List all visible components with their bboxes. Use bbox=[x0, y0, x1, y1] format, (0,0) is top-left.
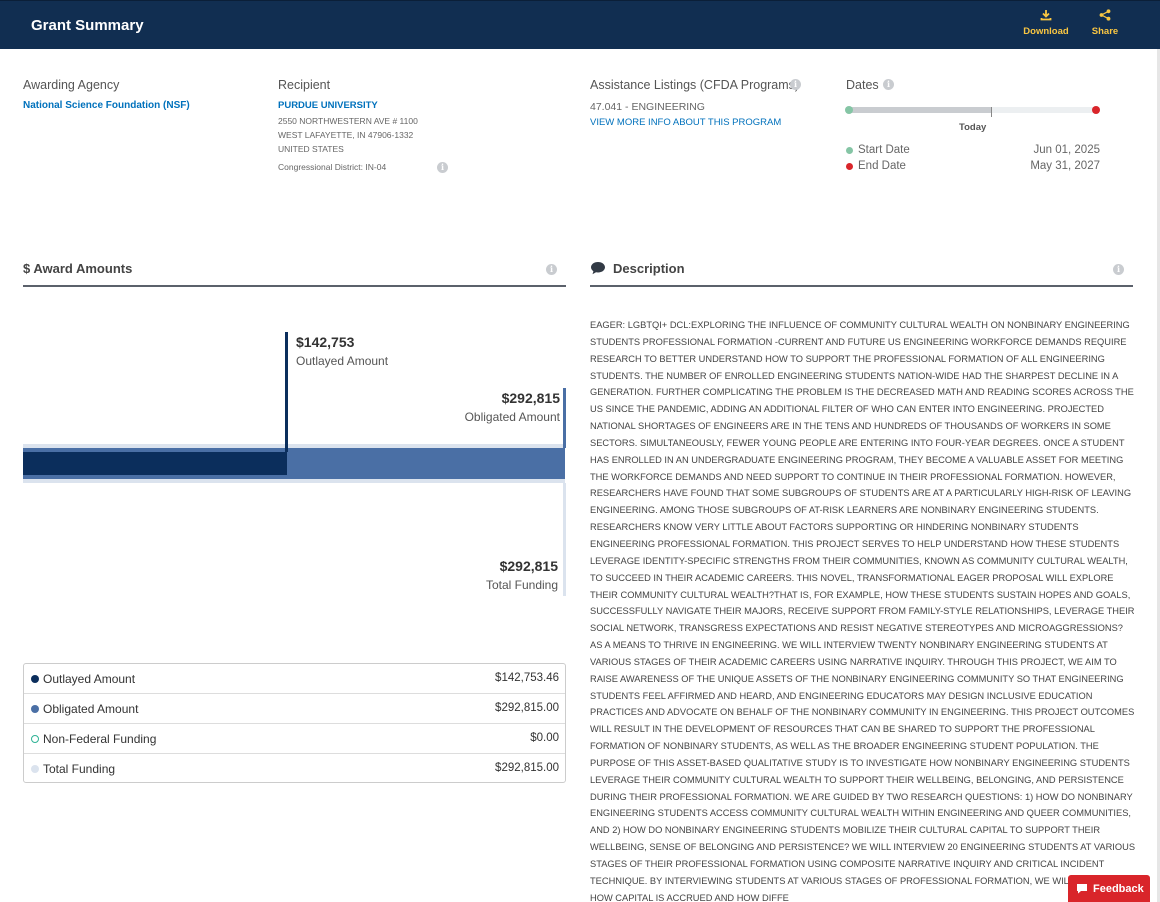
legend-swatch bbox=[31, 675, 39, 683]
awarding-agency-label: Awarding Agency bbox=[23, 78, 120, 92]
outlayed-amount-label: Outlayed Amount bbox=[296, 354, 389, 368]
page-title: Grant Summary bbox=[31, 17, 144, 34]
start-date-dot bbox=[846, 147, 853, 154]
legend-value: $0.00 bbox=[530, 732, 559, 744]
legend-row-non-federal[interactable]: Non-Federal Funding $0.00 bbox=[24, 724, 565, 754]
timeline-start-marker bbox=[845, 106, 853, 114]
info-icon[interactable]: i bbox=[546, 264, 557, 275]
feedback-button[interactable]: Feedback bbox=[1068, 875, 1150, 902]
info-icon[interactable]: i bbox=[883, 79, 894, 90]
download-icon bbox=[1040, 10, 1052, 21]
chat-icon bbox=[1077, 884, 1087, 894]
description-text: EAGER: LGBTQI+ DCL:EXPLORING THE INFLUEN… bbox=[590, 320, 1135, 902]
outlayed-amount-bar[interactable] bbox=[23, 452, 287, 475]
total-funding-label: Total Funding bbox=[485, 578, 558, 592]
end-date-dot bbox=[846, 163, 853, 170]
recipient-address-line1: 2550 NORTHWESTERN AVE # 1100 bbox=[278, 116, 418, 126]
start-date-value: Jun 01, 2025 bbox=[1033, 144, 1100, 156]
start-date-label: Start Date bbox=[858, 144, 910, 156]
legend-name: Obligated Amount bbox=[43, 702, 139, 716]
recipient-link[interactable]: PURDUE UNIVERSITY bbox=[278, 100, 378, 111]
legend-row-obligated[interactable]: Obligated Amount $292,815.00 bbox=[24, 694, 565, 724]
recipient-address-line2: WEST LAFAYETTE, IN 47906-1332 bbox=[278, 130, 414, 140]
total-leader-line bbox=[563, 483, 566, 596]
award-legend-table: Outlayed Amount $142,753.46 Obligated Am… bbox=[23, 663, 566, 783]
page-scrollbar[interactable] bbox=[1157, 49, 1160, 902]
feedback-label: Feedback bbox=[1093, 883, 1144, 895]
outlayed-amount-value: $142,753 bbox=[296, 334, 355, 350]
legend-name: Non-Federal Funding bbox=[43, 732, 157, 746]
share-icon bbox=[1099, 9, 1111, 21]
legend-swatch bbox=[31, 705, 39, 713]
awarding-agency-link[interactable]: National Science Foundation (NSF) bbox=[23, 100, 190, 111]
end-date-value: May 31, 2027 bbox=[1030, 160, 1100, 172]
timeline-elapsed-bar bbox=[846, 107, 991, 113]
info-icon[interactable]: i bbox=[437, 162, 448, 173]
recipient-country: UNITED STATES bbox=[278, 144, 344, 154]
recipient-label: Recipient bbox=[278, 78, 331, 92]
congressional-district: Congressional District: IN-04 bbox=[278, 162, 387, 172]
top-header: Grant Summary Download Share bbox=[0, 0, 1160, 49]
end-date-label: End Date bbox=[858, 160, 906, 172]
cfda-label: Assistance Listings (CFDA Programs) bbox=[590, 78, 800, 92]
share-label: Share bbox=[1091, 26, 1119, 37]
share-button[interactable]: Share bbox=[1080, 9, 1130, 37]
award-amounts-divider bbox=[23, 285, 566, 287]
info-icon[interactable]: i bbox=[790, 79, 801, 90]
download-button[interactable]: Download bbox=[1021, 9, 1071, 37]
view-program-info-link[interactable]: VIEW MORE INFO ABOUT THIS PROGRAM bbox=[590, 117, 782, 128]
legend-value: $292,815.00 bbox=[495, 762, 559, 774]
legend-row-outlayed[interactable]: Outlayed Amount $142,753.46 bbox=[24, 664, 565, 694]
legend-value: $292,815.00 bbox=[495, 702, 559, 714]
cfda-program: 47.041 - ENGINEERING bbox=[590, 101, 705, 113]
legend-name: Total Funding bbox=[43, 762, 116, 776]
today-marker bbox=[991, 107, 992, 117]
description-title: Description bbox=[613, 261, 685, 276]
today-label: Today bbox=[959, 122, 987, 133]
timeline-end-marker bbox=[1092, 106, 1100, 114]
obligated-amount-value: $292,815 bbox=[501, 390, 560, 406]
award-amounts-title: $ Award Amounts bbox=[23, 261, 133, 276]
dates-label: Dates bbox=[846, 78, 879, 92]
legend-value: $142,753.46 bbox=[495, 672, 559, 684]
legend-name: Outlayed Amount bbox=[43, 672, 136, 686]
legend-swatch bbox=[31, 735, 39, 743]
comment-icon bbox=[591, 262, 605, 275]
description-divider bbox=[590, 285, 1133, 287]
legend-swatch bbox=[31, 765, 39, 773]
total-funding-value: $292,815 bbox=[499, 558, 558, 574]
download-label: Download bbox=[1023, 26, 1069, 37]
obligated-amount-label: Obligated Amount bbox=[464, 410, 560, 424]
legend-row-total[interactable]: Total Funding $292,815.00 bbox=[24, 754, 565, 784]
info-icon[interactable]: i bbox=[1113, 264, 1124, 275]
obligated-leader-line bbox=[563, 388, 566, 448]
outlayed-leader-line bbox=[285, 332, 288, 452]
